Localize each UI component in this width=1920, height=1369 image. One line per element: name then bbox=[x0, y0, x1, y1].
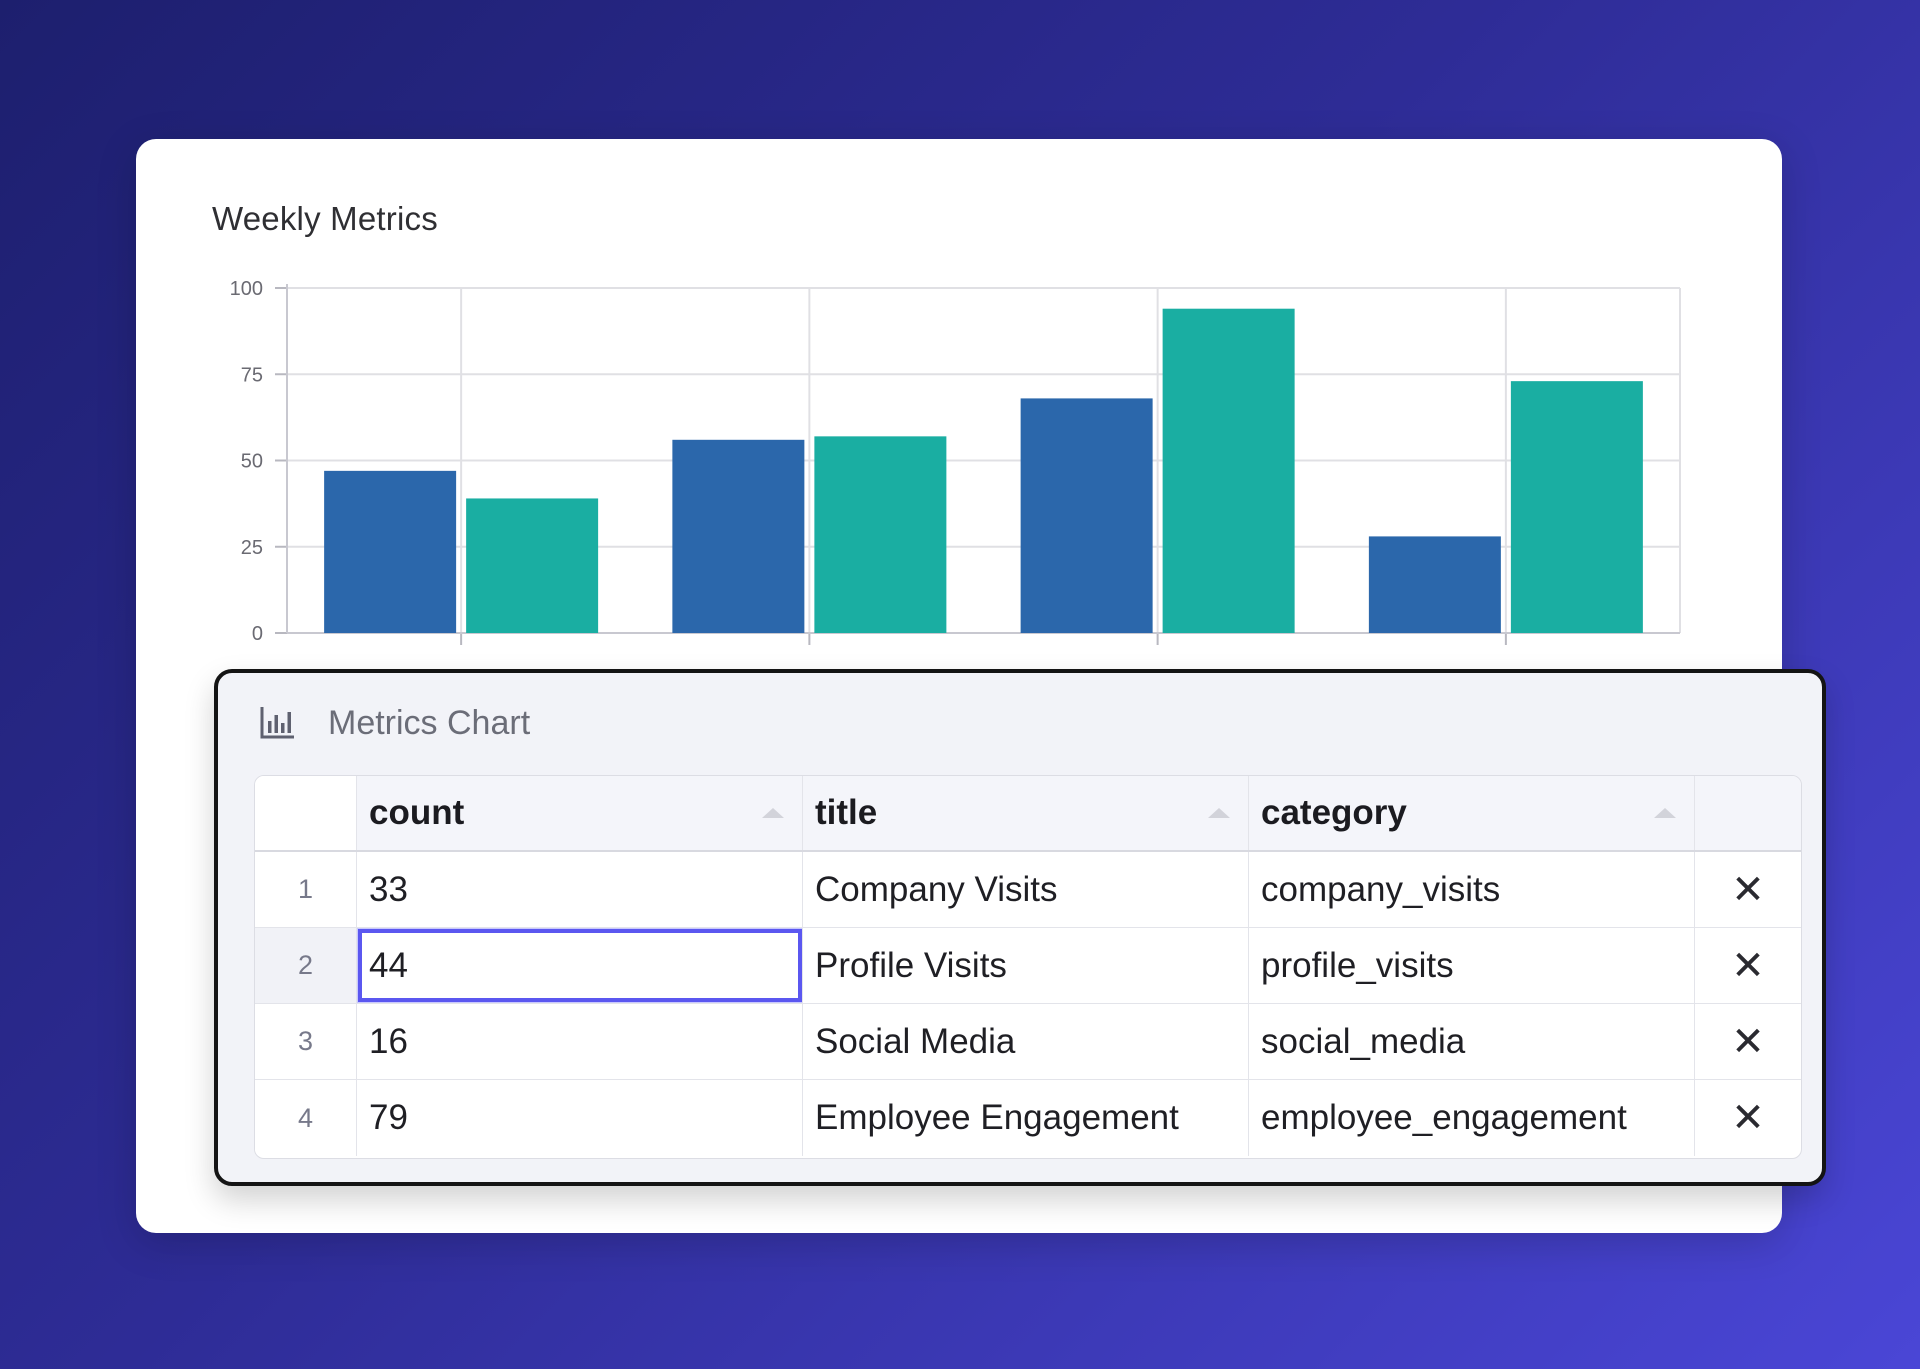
row-index: 4 bbox=[255, 1080, 357, 1156]
count-cell-active[interactable]: 44 bbox=[357, 928, 803, 1003]
category-cell[interactable]: employee_engagement bbox=[1249, 1080, 1695, 1156]
category-cell[interactable]: social_media bbox=[1249, 1004, 1695, 1079]
bar-series-2-1 bbox=[466, 498, 599, 633]
column-header-label: category bbox=[1261, 793, 1407, 832]
bar-chart: 0 25 50 75 100 bbox=[230, 278, 1681, 645]
sort-arrow-icon[interactable] bbox=[1208, 808, 1230, 818]
row-index: 1 bbox=[255, 852, 357, 927]
bar-series-2-2 bbox=[814, 436, 947, 633]
data-grid: count title category 1 33 Company Visits… bbox=[254, 775, 1802, 1159]
bar-series-1-1 bbox=[324, 470, 457, 633]
delete-column-header bbox=[1695, 776, 1801, 850]
close-icon: ✕ bbox=[1731, 1096, 1765, 1140]
table-row: 1 33 Company Visits company_visits ✕ bbox=[255, 852, 1801, 928]
bar-series-1-3 bbox=[1020, 398, 1153, 633]
title-cell[interactable]: Company Visits bbox=[803, 852, 1249, 927]
sort-arrow-icon[interactable] bbox=[1654, 808, 1676, 818]
title-cell[interactable]: Profile Visits bbox=[803, 928, 1249, 1003]
table-row: 3 16 Social Media social_media ✕ bbox=[255, 1004, 1801, 1080]
title-cell[interactable]: Social Media bbox=[803, 1004, 1249, 1079]
y-tick-label: 75 bbox=[241, 364, 263, 386]
close-icon: ✕ bbox=[1731, 1019, 1765, 1064]
panel-header: Metrics Chart bbox=[258, 703, 530, 743]
bar-chart-icon bbox=[260, 707, 294, 739]
close-icon: ✕ bbox=[1731, 867, 1765, 912]
row-index: 3 bbox=[255, 1004, 357, 1079]
panel-title: Metrics Chart bbox=[328, 703, 531, 742]
delete-row-button[interactable]: ✕ bbox=[1695, 1080, 1801, 1156]
grid-header-row: count title category bbox=[255, 776, 1801, 852]
column-header-count[interactable]: count bbox=[357, 776, 803, 850]
row-index: 2 bbox=[255, 928, 357, 1003]
bar-series-1-4 bbox=[1368, 536, 1501, 633]
table-row: 2 44 Profile Visits profile_visits ✕ bbox=[255, 928, 1801, 1004]
count-cell[interactable]: 79 bbox=[357, 1080, 803, 1156]
column-header-category[interactable]: category bbox=[1249, 776, 1695, 850]
column-header-label: count bbox=[369, 793, 465, 832]
category-cell[interactable]: profile_visits bbox=[1249, 928, 1695, 1003]
category-cell[interactable]: company_visits bbox=[1249, 852, 1695, 927]
sort-arrow-icon[interactable] bbox=[762, 808, 784, 818]
column-header-label: title bbox=[815, 793, 878, 832]
bar-series-2-3 bbox=[1162, 308, 1295, 633]
metrics-chart-panel: Metrics Chart count title category 1 33 … bbox=[214, 669, 1826, 1186]
delete-row-button[interactable]: ✕ bbox=[1695, 852, 1801, 927]
count-cell[interactable]: 33 bbox=[357, 852, 803, 927]
bar-series-1-2 bbox=[672, 439, 805, 633]
y-tick-label: 25 bbox=[241, 537, 263, 559]
y-tick-label: 0 bbox=[252, 623, 263, 645]
title-cell[interactable]: Employee Engagement bbox=[803, 1080, 1249, 1156]
chart-title: Weekly Metrics bbox=[212, 200, 438, 237]
count-cell[interactable]: 16 bbox=[357, 1004, 803, 1079]
delete-row-button[interactable]: ✕ bbox=[1695, 1004, 1801, 1079]
delete-row-button[interactable]: ✕ bbox=[1695, 928, 1801, 1003]
row-index-header bbox=[255, 776, 357, 850]
table-row: 4 79 Employee Engagement employee_engage… bbox=[255, 1080, 1801, 1156]
bar-series-2-4 bbox=[1510, 381, 1643, 633]
close-icon: ✕ bbox=[1731, 943, 1765, 988]
y-tick-label: 50 bbox=[241, 451, 263, 473]
y-tick-label: 100 bbox=[230, 278, 263, 300]
column-header-title[interactable]: title bbox=[803, 776, 1249, 850]
